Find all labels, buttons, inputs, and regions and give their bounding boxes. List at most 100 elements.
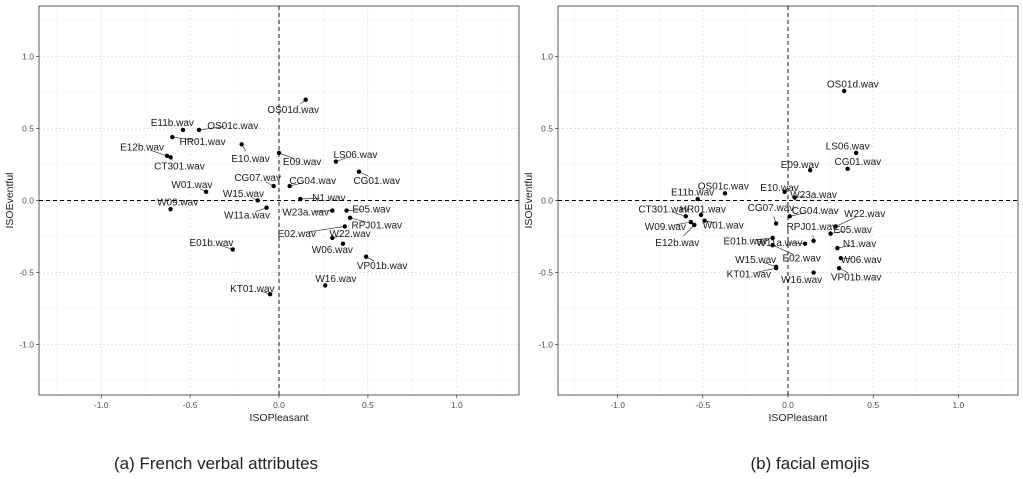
- data-point: [845, 166, 850, 172]
- data-point: [168, 155, 173, 160]
- panel-french-verbal-attributes: -1.0 -0.5 0.0 0.5 1.0 -1.0 -0.5 0.0 0.5 1.0 ISOPle…: [4, 5, 520, 473]
- leader-line: [835, 216, 857, 227]
- data-point: [168, 206, 173, 212]
- y-tick-label: 1.0: [22, 51, 34, 61]
- point-label: OS01c.wav: [698, 182, 749, 193]
- point-label: W23a.wav: [790, 190, 837, 201]
- point-label: W06.wav: [841, 255, 882, 266]
- x-tick-label: -0.5: [695, 400, 710, 410]
- point-label: E10.wav: [760, 183, 798, 194]
- point-label: E02.wav: [782, 254, 820, 265]
- leader-line: [757, 267, 777, 273]
- x-tick-label: 0.5: [362, 400, 374, 410]
- point-label: E09.wav: [781, 160, 819, 171]
- data-point: [303, 97, 308, 102]
- data-point: [323, 283, 328, 288]
- data-point: [695, 196, 700, 202]
- data-point: [287, 183, 292, 189]
- data-point: [298, 196, 303, 202]
- point-label: HR01.wav: [680, 205, 726, 216]
- y-tick-label: 0.0: [541, 196, 553, 206]
- data-point: [833, 224, 838, 229]
- y-tick-label: -0.5: [19, 268, 34, 278]
- data-point: [782, 189, 787, 195]
- point-label: E01b.wav: [723, 236, 767, 247]
- leader-line: [754, 237, 773, 241]
- y-axis-title: ISOEventful: [523, 172, 535, 228]
- data-point: [271, 183, 276, 189]
- point-label: E05.wav: [834, 225, 872, 236]
- point-label: E01b.wav: [189, 238, 233, 249]
- data-point: [770, 235, 775, 241]
- point-label: CG01.wav: [353, 176, 400, 187]
- data-point: [773, 266, 779, 271]
- point-label: W06.wav: [312, 245, 353, 256]
- x-tick-label: 1.0: [451, 400, 463, 410]
- data-point: [267, 291, 273, 297]
- data-point: [692, 222, 697, 228]
- leader-line: [300, 197, 320, 200]
- point-label: W11a.wav: [224, 210, 270, 221]
- leader-line: [219, 244, 233, 250]
- x-tick-label: -1.0: [610, 400, 625, 410]
- data-point: [276, 150, 282, 156]
- data-point: [239, 142, 244, 147]
- data-point: [363, 254, 369, 259]
- x-tick-label: -1.0: [94, 400, 109, 410]
- point-label: OS01c.wav: [207, 121, 258, 132]
- leader-line: [305, 226, 345, 233]
- data-point: [770, 242, 775, 248]
- y-tick-label: -1.0: [19, 340, 34, 350]
- leader-line: [788, 242, 806, 245]
- leader-line: [772, 244, 794, 255]
- point-label: W23a.wav: [282, 208, 329, 219]
- point-label: CT301.wav: [154, 161, 205, 172]
- data-point: [340, 241, 346, 246]
- leader-line: [837, 245, 851, 249]
- leader-line: [350, 217, 369, 223]
- y-axis-title: ISOEventful: [4, 172, 16, 228]
- data-point: [702, 218, 707, 223]
- point-label: E09.wav: [283, 157, 321, 168]
- point-label: HR01.wav: [179, 137, 225, 148]
- data-point: [344, 208, 349, 213]
- data-point: [698, 212, 704, 218]
- data-point: [773, 221, 779, 226]
- x-tick-label: 0.0: [273, 400, 285, 410]
- point-label: W09.wav: [157, 197, 198, 208]
- data-point: [828, 231, 833, 236]
- y-tick-label: 1.0: [541, 51, 553, 61]
- leader-line: [674, 221, 691, 226]
- data-point: [802, 241, 808, 246]
- point-label: VP01b.wav: [357, 261, 408, 272]
- x-tick-label: 0.5: [867, 400, 879, 410]
- data-point: [811, 270, 816, 275]
- point-label: LS06.wav: [826, 141, 870, 152]
- data-point: [853, 150, 859, 156]
- point-label: KT01.wav: [230, 284, 274, 295]
- point-label: E10.wav: [231, 154, 269, 165]
- point-label: KT01.wav: [727, 269, 771, 280]
- point-label: W22.wav: [844, 209, 885, 220]
- point-label: CG07.wav: [234, 173, 281, 184]
- point-label: E02.wav: [278, 229, 316, 240]
- data-point: [842, 88, 847, 94]
- data-point: [230, 247, 235, 252]
- leader-line: [172, 136, 194, 141]
- y-tick-label: 0.5: [22, 123, 34, 133]
- data-point: [722, 191, 728, 196]
- point-label: RPJ01.wav: [787, 222, 838, 233]
- point-label: W16.wav: [315, 274, 356, 285]
- point-label: CG04.wav: [289, 176, 336, 187]
- leader-line: [830, 230, 844, 234]
- leader-line: [314, 210, 333, 212]
- data-point: [264, 205, 269, 210]
- point-label: E12b.wav: [120, 143, 164, 154]
- data-point: [688, 219, 694, 225]
- point-label: N1.wav: [843, 239, 876, 250]
- point-label: W15.wav: [223, 189, 264, 200]
- point-label: OS01d.wav: [827, 79, 879, 90]
- point-label: W01.wav: [171, 180, 212, 191]
- x-tick-label: -0.5: [183, 400, 198, 410]
- data-point: [330, 208, 335, 213]
